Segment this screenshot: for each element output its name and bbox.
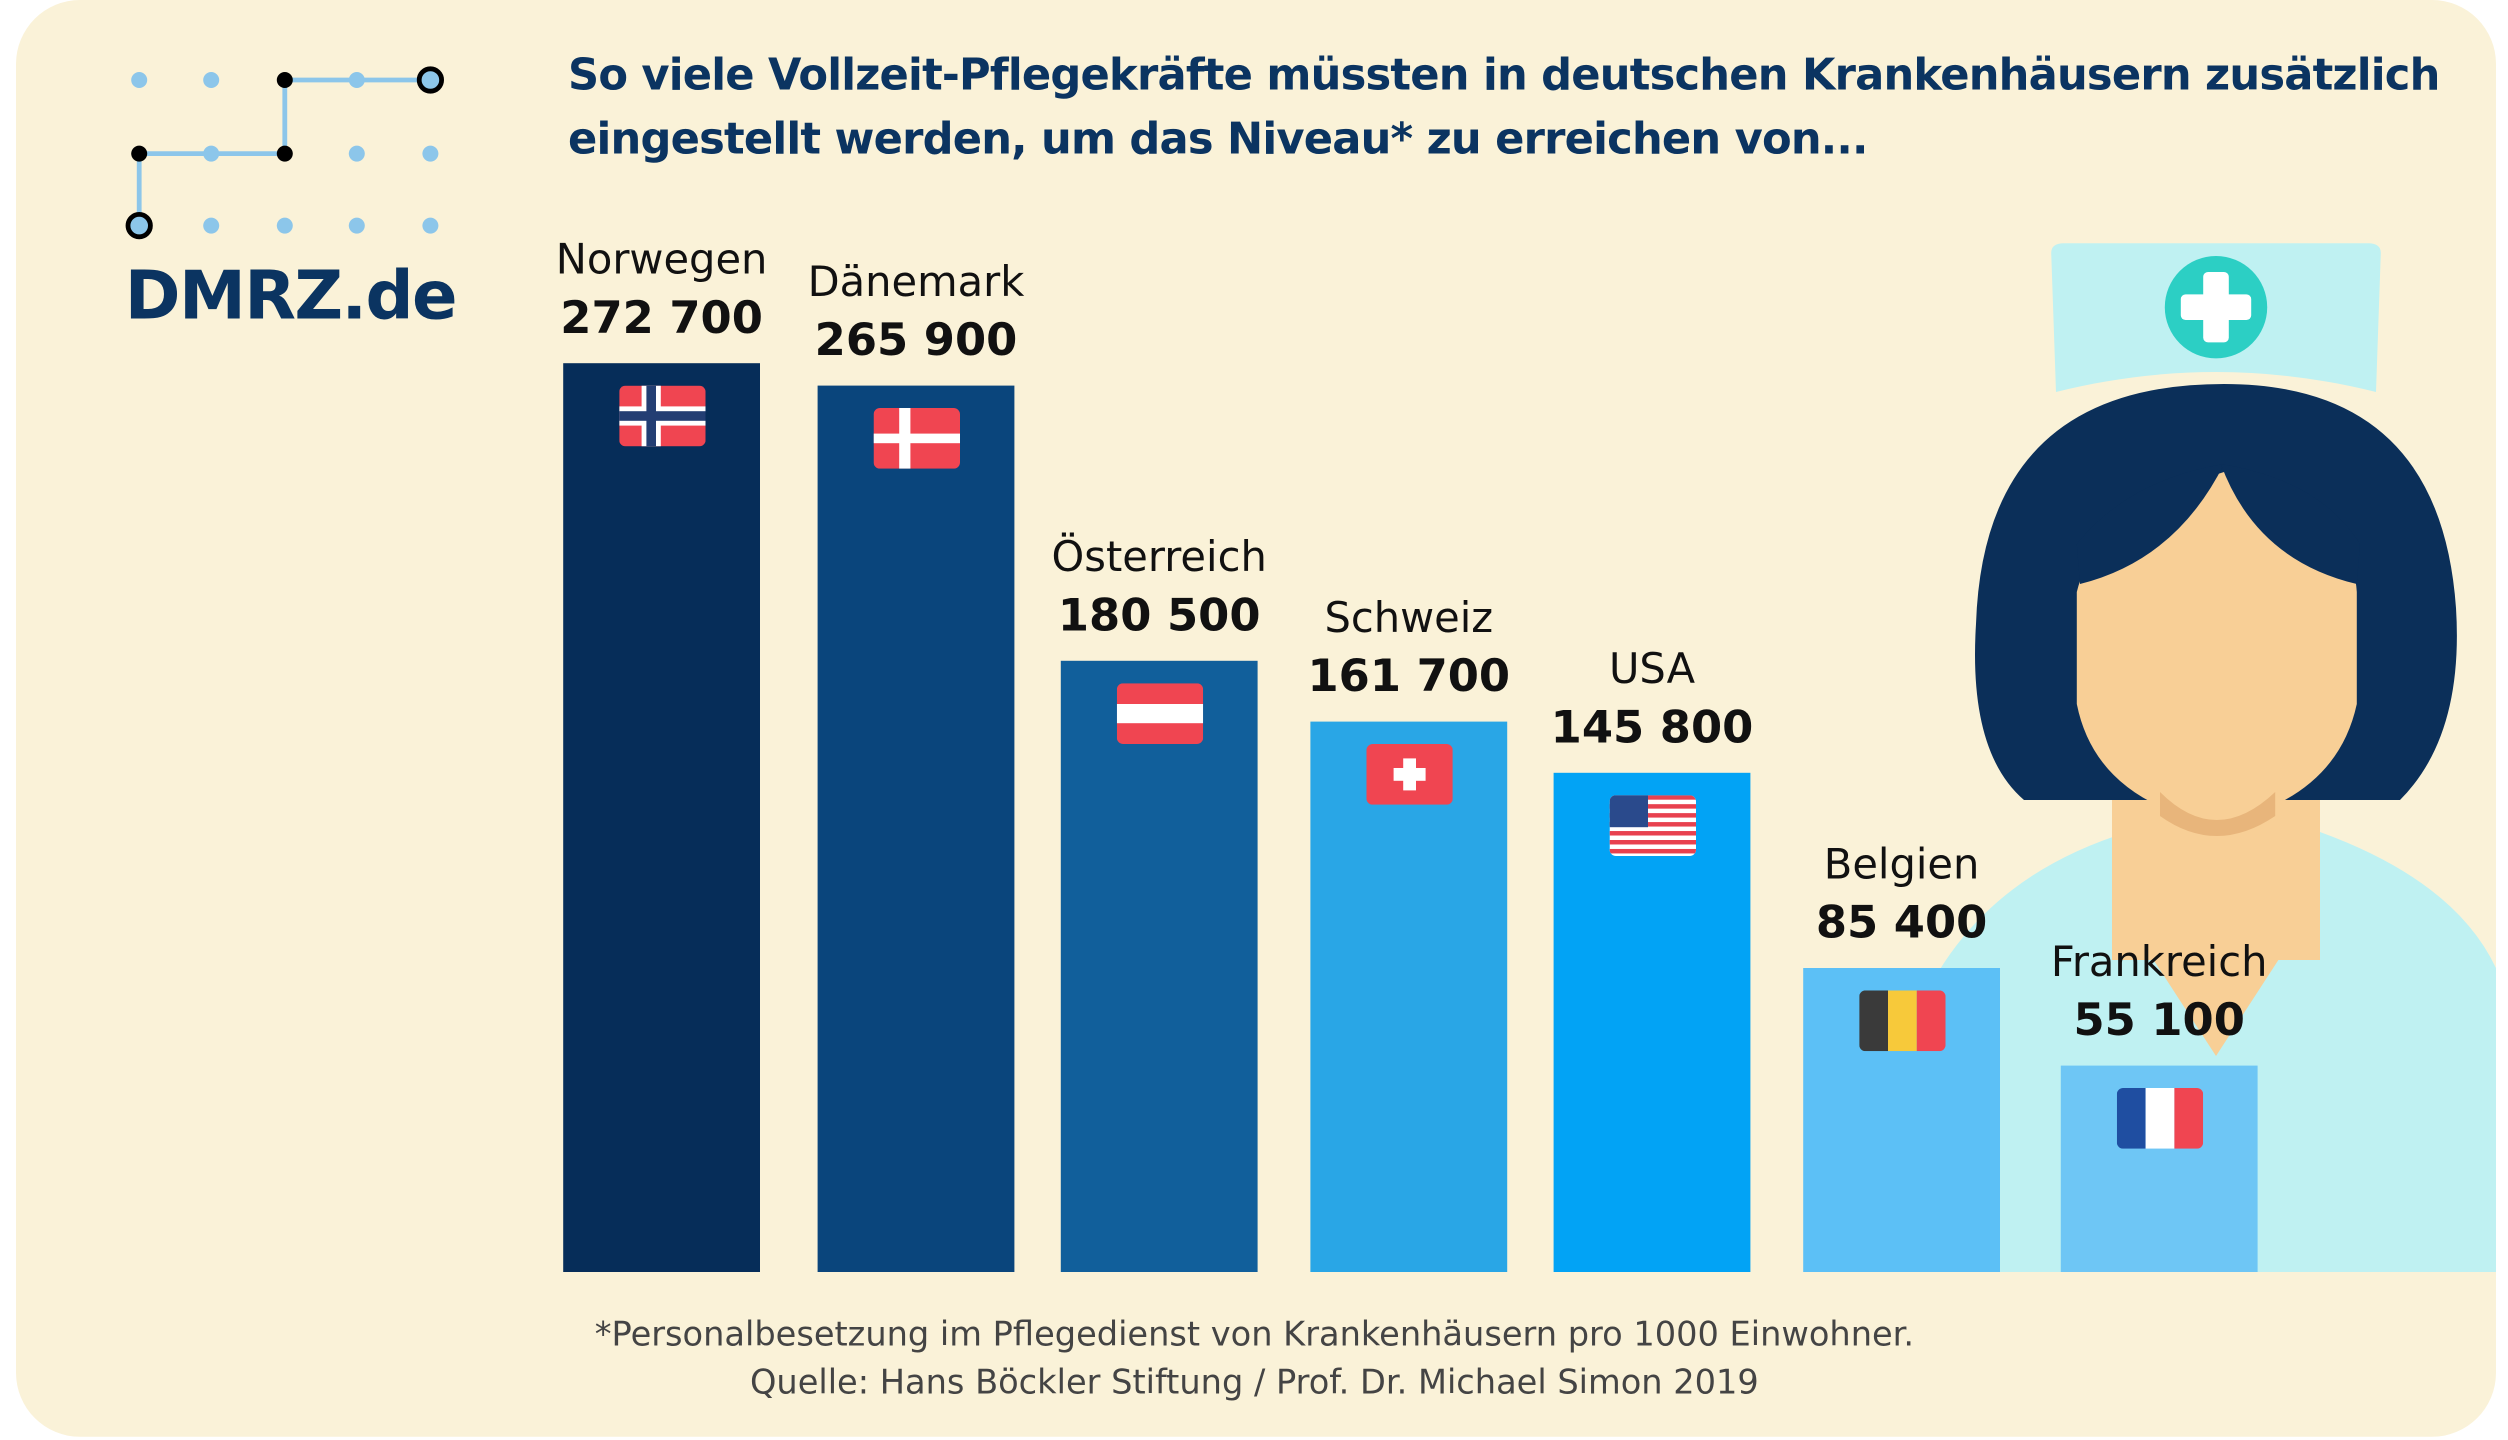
bar-4 — [1553, 772, 1751, 1272]
france-flag-icon — [2116, 1088, 2203, 1149]
belgium-flag-icon — [1858, 990, 1945, 1052]
category-label: USA — [1608, 646, 1696, 695]
norway-flag-icon — [618, 385, 705, 447]
bar-0 — [563, 363, 760, 1272]
bar-1 — [817, 385, 1015, 1272]
title-line-1: So viele Vollzeit-Pflegekräfte müssten i… — [568, 51, 2440, 101]
nurse-illustration — [1888, 243, 2496, 1273]
logo-text: DMRZ.de — [124, 256, 458, 335]
usa-flag-icon — [1608, 795, 1696, 857]
chart-title: So viele Vollzeit-Pflegekräfte müssten i… — [568, 45, 2488, 173]
footnote-source: Quelle: Hans Böckler Stiftung / Prof. Dr… — [749, 1363, 1759, 1402]
value-label: 145 800 — [1550, 700, 1754, 754]
bar-2 — [1060, 661, 1258, 1272]
value-label: 85 400 — [1815, 895, 1988, 949]
value-label: 55 100 — [2073, 993, 2245, 1047]
category-label: Dänemark — [807, 259, 1025, 307]
value-label: 161 700 — [1307, 649, 1511, 703]
category-label: Norwegen — [555, 237, 768, 286]
value-label: 180 500 — [1057, 589, 1261, 642]
value-label: 265 900 — [814, 313, 1018, 367]
title-line-2: eingestellt werden, um das Niveau* zu er… — [568, 115, 1868, 165]
logo-dots-icon — [125, 66, 445, 240]
category-label: Frankreich — [2050, 939, 2268, 988]
category-label: Belgien — [1823, 841, 1980, 890]
bar-3 — [1310, 721, 1508, 1272]
austria-flag-icon — [1116, 683, 1203, 745]
category-label: Schweiz — [1324, 595, 1494, 644]
category-label: Österreich — [1051, 534, 1267, 583]
background-card: DMRZ.de So viele Vollzeit-Pflegekräfte m… — [16, 0, 2496, 1437]
denmark-flag-icon — [872, 407, 960, 469]
switzerland-flag-icon — [1365, 744, 1452, 805]
value-label: 272 700 — [560, 291, 763, 345]
footnote-line-1: *Personalbesetzung im Pflegedienst von K… — [594, 1315, 1915, 1354]
